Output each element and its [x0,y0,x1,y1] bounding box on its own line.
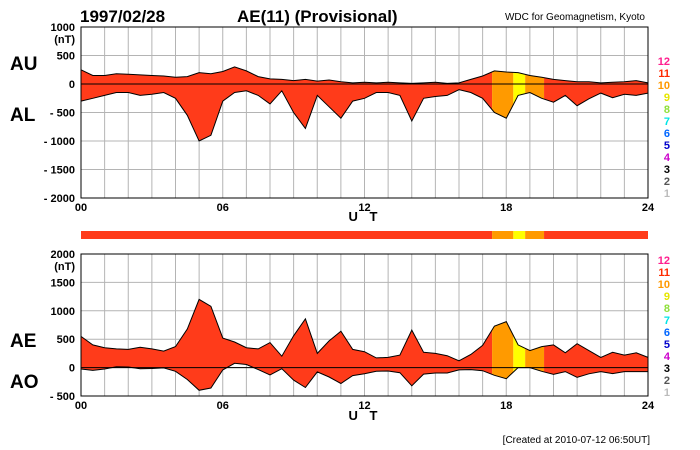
x-tick-label: 12 [358,400,370,412]
series-line-au [80,66,649,84]
legend-item-12: 12 [658,255,670,267]
legend-item-2: 2 [664,375,670,387]
y-tick-label: 0 [69,363,75,375]
top-x-axis-label: U T [349,209,382,224]
legend-item-10: 10 [658,279,670,291]
area-segment-level-10 [525,299,545,391]
legend-item-6: 6 [664,327,670,339]
x-tick-label: 00 [75,202,87,214]
series-line-al [80,89,649,142]
quality-level-bar [81,231,648,239]
level-bar-segment [525,231,545,239]
organization-label: WDC for Geomagnetism, Kyoto [505,12,645,23]
legend-item-3: 3 [664,363,670,375]
legend-item-8: 8 [664,104,670,116]
series-line-ao [80,362,648,391]
y-tick-label: 500 [57,334,75,346]
legend-item-9: 9 [664,92,670,104]
y-tick-label: 2000 [51,249,75,261]
x-tick-label: 24 [642,400,655,412]
series-line-ae [80,298,649,362]
top-unit-label: (nT) [54,34,75,46]
y-tick-label: - 2000 [44,193,75,205]
plot-frame [80,253,649,397]
level-bar-segment [81,231,493,239]
x-tick-label: 12 [358,202,370,214]
x-tick-label: 06 [217,202,229,214]
x-tick-label: 18 [500,202,512,214]
legend-item-1: 1 [664,188,670,200]
level-bar-segment [544,231,648,239]
ae-label: AE [10,331,36,352]
created-timestamp: [Created at 2010-07-12 06:50UT] [503,435,651,446]
y-tick-label: - 500 [50,391,75,403]
ao-label: AO [10,372,39,393]
legend-item-4: 4 [664,152,671,164]
grid [81,27,648,198]
legend-item-10: 10 [658,80,670,92]
plot-frame [80,26,649,199]
x-tick-label: 24 [642,202,655,214]
area-segment-level-11 [544,299,648,391]
level-bar-segment [492,231,514,239]
al-label: AL [10,105,36,126]
legend-item-9: 9 [664,291,670,303]
y-tick-label: - 1500 [44,165,75,177]
level-bar-segment [513,231,526,239]
legend-item-7: 7 [664,315,670,327]
legend-item-11: 11 [658,68,670,80]
y-tick-label: 500 [57,51,75,63]
au-label: AU [10,54,37,75]
x-tick-label: 00 [75,400,87,412]
y-tick-label: - 1000 [44,136,75,148]
bottom-unit-label: (nT) [54,261,75,273]
y-tick-label: - 500 [50,108,75,120]
x-tick-label: 18 [500,400,512,412]
legend-item-6: 6 [664,128,670,140]
legend-item-12: 12 [658,56,670,68]
legend-item-5: 5 [664,339,670,351]
area-segment-level-9 [513,299,526,391]
y-tick-label: 1000 [51,306,75,318]
legend-item-1: 1 [664,387,670,399]
legend-item-5: 5 [664,140,670,152]
y-tick-label: 1500 [51,277,75,289]
legend-item-4: 4 [664,351,671,363]
figure-title: AE(11) (Provisional) [237,7,398,26]
x-tick-label: 06 [217,400,229,412]
legend-item-2: 2 [664,176,670,188]
y-tick-label: 1000 [51,22,75,34]
legend-item-3: 3 [664,164,670,176]
date-label: 1997/02/28 [80,7,165,26]
legend-item-11: 11 [658,267,670,279]
bottom-x-axis-label: U T [349,408,382,423]
legend-item-8: 8 [664,303,670,315]
y-tick-label: 0 [69,79,75,91]
area-segment-level-11 [81,299,493,391]
legend-item-7: 7 [664,116,670,128]
grid [81,254,648,396]
